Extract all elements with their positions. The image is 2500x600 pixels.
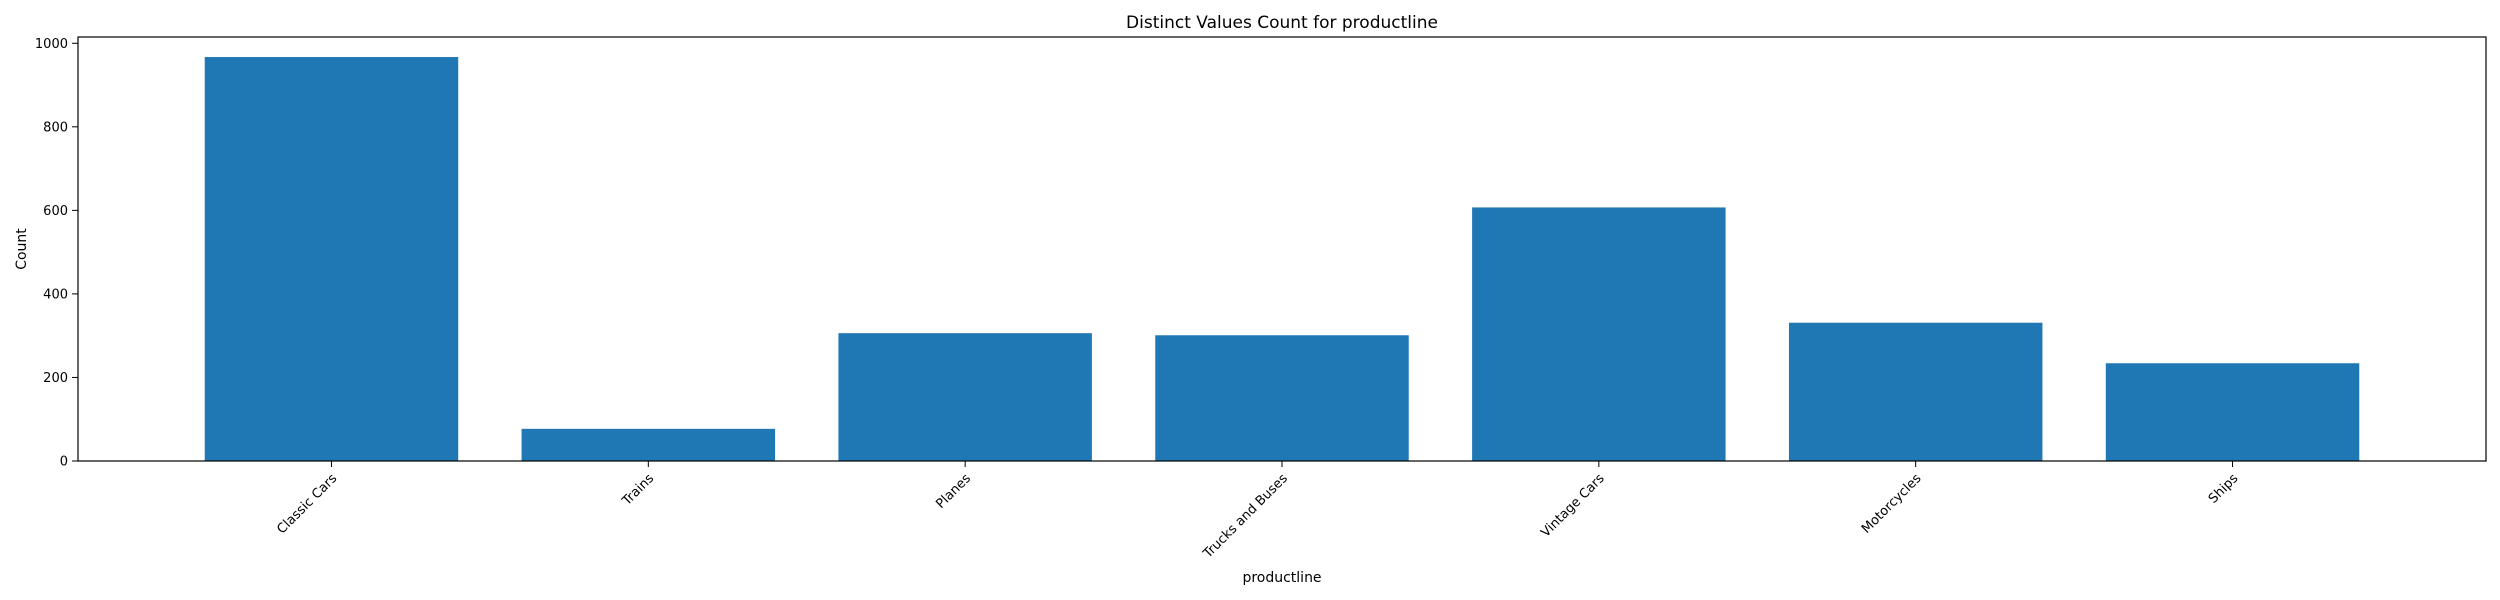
y-axis-ticks: 0 200 400 600 800 1000	[35, 37, 78, 470]
y-tick-label: 400	[43, 287, 68, 302]
plot-frame	[77, 36, 2487, 462]
bar-trucks-and-buses	[1155, 335, 1409, 461]
x-axis-ticks: Classic Cars Trains Planes Trucks and Buses…	[274, 461, 2242, 562]
bar-planes	[838, 333, 1092, 461]
bar-motorcycles	[1788, 322, 2043, 461]
bar-ships	[2105, 363, 2360, 461]
chart-title: Distinct Values Count for productline	[1126, 13, 1438, 33]
x-tick-label: Planes	[933, 471, 974, 512]
x-tick-label: Vintage Cars	[1538, 471, 1608, 541]
x-tick-label: Trains	[619, 471, 657, 509]
x-tick-label: Ships	[2206, 471, 2242, 507]
bars-layer	[204, 57, 2360, 461]
bar-trains	[521, 428, 776, 461]
x-axis-label: productline	[1242, 570, 1321, 586]
y-tick-label: 200	[43, 371, 68, 386]
y-tick-label: 600	[43, 204, 68, 219]
y-tick-label: 800	[43, 120, 68, 135]
y-axis-label: Count	[14, 228, 30, 270]
bar-classic-cars	[204, 57, 459, 461]
x-tick-label: Classic Cars	[274, 471, 340, 537]
x-tick-label: Trucks and Buses	[1200, 471, 1291, 562]
y-tick-label: 1000	[35, 37, 68, 52]
bar-vintage-cars	[1472, 207, 1726, 461]
y-tick-label: 0	[60, 455, 68, 470]
x-tick-label: Motorcycles	[1859, 471, 1925, 537]
